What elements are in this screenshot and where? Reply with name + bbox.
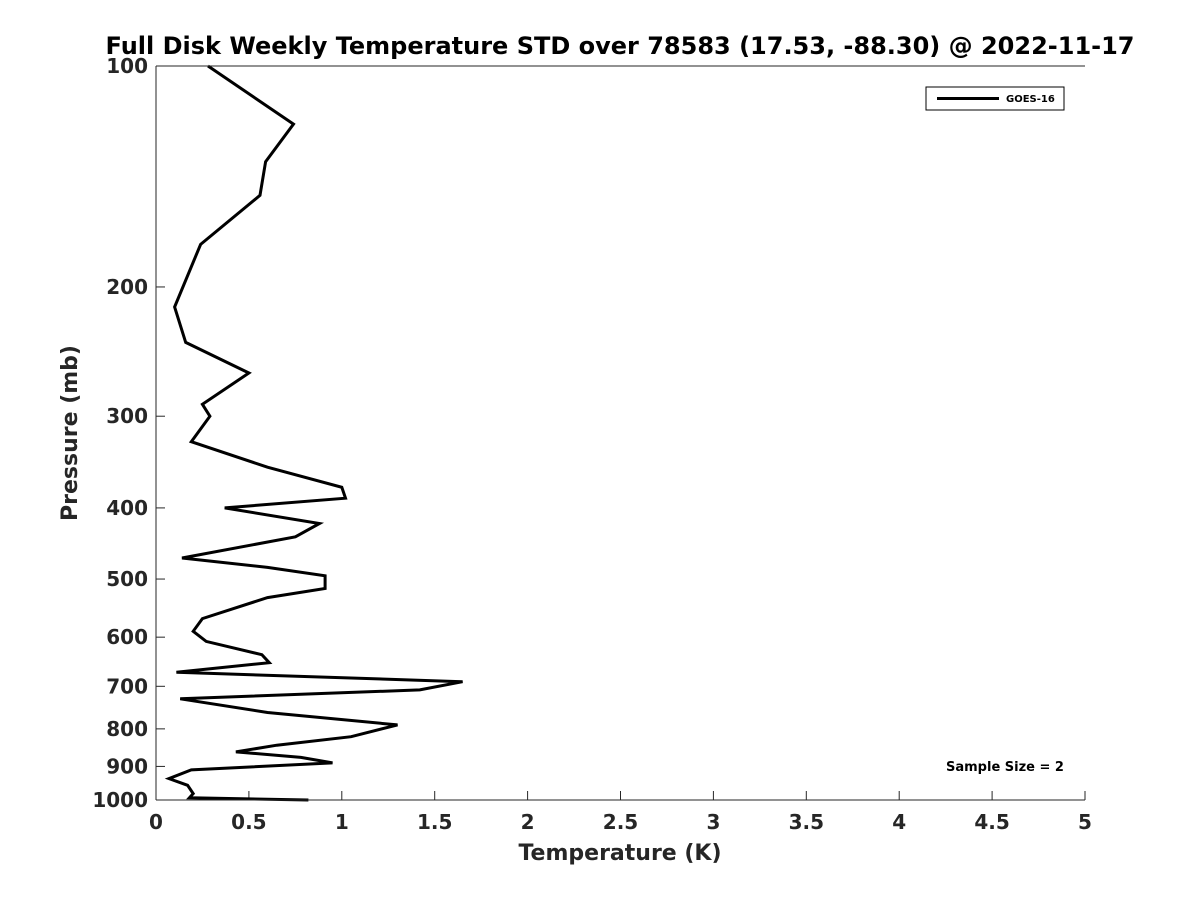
y-axis-ticks: 100 200 300 400 500 600 700 800 900 1000 <box>92 54 165 812</box>
y-tick-label: 900 <box>106 754 148 778</box>
x-axis-label: Temperature (K) <box>518 841 721 866</box>
x-tick-label: 0.5 <box>231 810 266 834</box>
chart-title: Full Disk Weekly Temperature STD over 78… <box>106 32 1135 60</box>
x-tick-label: 5 <box>1078 810 1092 834</box>
y-tick-label: 800 <box>106 717 148 741</box>
series-line-goes-16 <box>164 64 463 802</box>
x-tick-label: 3.5 <box>789 810 824 834</box>
x-tick-label: 4.5 <box>974 810 1009 834</box>
y-tick-label: 400 <box>106 496 148 520</box>
legend: GOES-16 <box>925 86 1065 111</box>
x-tick-label: 0 <box>149 810 163 834</box>
x-tick-label: 2 <box>521 810 535 834</box>
y-tick-label: 100 <box>106 54 148 78</box>
x-tick-label: 2.5 <box>603 810 638 834</box>
legend-entry-goes-16: GOES-16 <box>1006 94 1055 105</box>
y-tick-label: 500 <box>106 567 148 591</box>
y-axis-label: Pressure (mb) <box>58 345 83 521</box>
y-tick-label: 1000 <box>92 788 148 812</box>
y-tick-label: 300 <box>106 404 148 428</box>
x-axis-ticks: 0 0.5 1 1.5 2 2.5 3 3.5 4 4.5 5 <box>149 791 1092 834</box>
x-tick-label: 1 <box>335 810 349 834</box>
x-tick-label: 3 <box>706 810 720 834</box>
x-tick-label: 4 <box>892 810 906 834</box>
y-tick-label: 700 <box>106 674 148 698</box>
x-tick-label: 1.5 <box>417 810 452 834</box>
sample-size-annotation: Sample Size = 2 <box>946 760 1064 775</box>
y-tick-label: 600 <box>106 625 148 649</box>
y-tick-label: 200 <box>106 275 148 299</box>
